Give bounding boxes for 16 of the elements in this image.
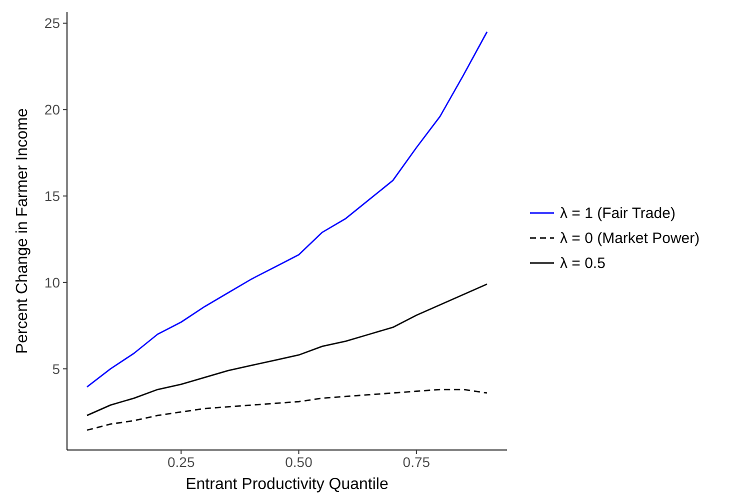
line-series [86,283,488,416]
x-tick-label: 0.50 [285,454,313,470]
line-series [86,31,488,388]
y-tick-label: 5 [52,360,60,377]
x-tick-label: 0.25 [167,454,195,470]
line-series [86,388,488,431]
x-tick-label: 0.75 [402,454,430,470]
y-tick-label: 10 [44,274,60,290]
legend-label: λ = 0 (Market Power) [560,230,700,247]
legend-label: λ = 1 (Fair Trade) [560,205,676,222]
x-axis-title: Entrant Productivity Quantile [186,476,388,493]
y-tick-label: 25 [44,15,60,32]
y-tick-label: 15 [44,188,60,204]
legend-label: λ = 0.5 [560,255,606,272]
y-tick-label: 20 [44,102,60,118]
y-axis-title: Percent Change in Farmer Income [14,108,31,354]
